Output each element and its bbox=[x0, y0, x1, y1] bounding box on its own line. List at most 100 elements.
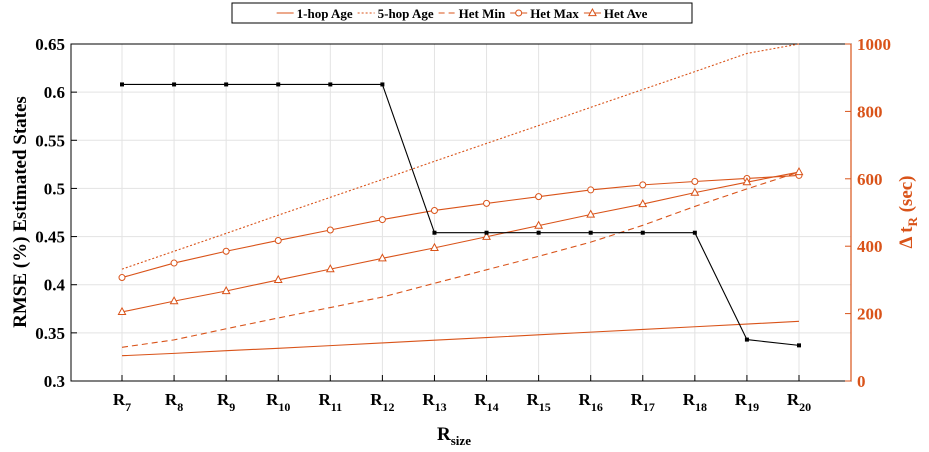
x-tick-label: R8 bbox=[165, 390, 183, 414]
x-tick-label-sub: 14 bbox=[487, 400, 499, 414]
x-tick-label-sub: 17 bbox=[643, 400, 655, 414]
data-point-het-ave bbox=[638, 199, 648, 208]
x-tick-label: R18 bbox=[683, 390, 707, 414]
y-axis-left-label: RMSE (%) Estimated States bbox=[10, 96, 31, 328]
x-tick-label: R16 bbox=[579, 390, 603, 414]
data-point-het-max bbox=[691, 177, 699, 185]
x-tick-label: R12 bbox=[370, 390, 394, 414]
x-tick-label-main: R bbox=[787, 390, 800, 409]
data-point-het-ave bbox=[690, 187, 700, 196]
data-point-het-max bbox=[587, 186, 595, 194]
data-point-het-ave bbox=[482, 231, 491, 240]
y-left-tick-label: 0.35 bbox=[35, 324, 65, 343]
series-line-rmse bbox=[122, 83, 800, 346]
x-tick-label-sub: 15 bbox=[539, 400, 551, 414]
y-right-tick-label: 1000 bbox=[857, 35, 891, 54]
x-tick-label: R9 bbox=[217, 390, 235, 414]
series-layer bbox=[117, 43, 804, 357]
x-tick-label: R7 bbox=[113, 390, 131, 414]
data-point-rmse bbox=[640, 230, 645, 235]
x-axis-label-sub: size bbox=[451, 433, 471, 448]
x-tick-label-main: R bbox=[266, 390, 279, 409]
y-left-tick-label: 0.45 bbox=[35, 228, 65, 247]
data-point-het-max bbox=[483, 199, 491, 207]
data-point-het-max bbox=[222, 247, 230, 255]
series-line-1-hop-age bbox=[121, 320, 800, 357]
x-tick-label-main: R bbox=[526, 390, 539, 409]
data-point-rmse bbox=[692, 230, 697, 235]
data-point-rmse bbox=[224, 82, 229, 87]
data-point-het-ave bbox=[117, 306, 127, 316]
data-point-het-ave bbox=[169, 296, 179, 305]
data-point-rmse bbox=[432, 230, 437, 235]
data-point-rmse bbox=[744, 337, 749, 342]
data-point-rmse bbox=[380, 82, 385, 87]
data-point-het-max bbox=[170, 259, 178, 267]
x-tick-label: R19 bbox=[735, 390, 759, 414]
y-left-tick-label: 0.6 bbox=[44, 83, 65, 102]
y-axis-right-label-sub: R bbox=[905, 217, 920, 227]
y-left-tick-label: 0.4 bbox=[44, 276, 66, 295]
x-tick-label-main: R bbox=[113, 390, 126, 409]
data-point-het-max bbox=[118, 274, 126, 282]
x-tick-label-main: R bbox=[683, 390, 696, 409]
y-left-tick-label: 0.55 bbox=[35, 131, 65, 150]
data-point-het-ave bbox=[221, 285, 231, 295]
data-point-het-ave bbox=[273, 274, 283, 283]
x-tick-label-main: R bbox=[631, 390, 644, 409]
x-tick-label-sub: 9 bbox=[229, 400, 235, 414]
y-axis-right-label-tail: (sec) bbox=[896, 175, 917, 217]
x-tick-label-sub: 16 bbox=[591, 400, 603, 414]
x-tick-label-main: R bbox=[474, 390, 487, 409]
x-tick-label: R13 bbox=[422, 390, 446, 414]
x-axis-label-main: R bbox=[437, 424, 451, 445]
y-right-tick-label: 600 bbox=[857, 170, 883, 189]
x-tick-label: R10 bbox=[266, 390, 290, 414]
data-point-het-ave bbox=[325, 264, 335, 273]
data-point-het-ave bbox=[430, 242, 439, 251]
series-line-5-hop-age bbox=[121, 43, 800, 270]
data-point-het-ave bbox=[534, 220, 544, 229]
x-tick-label-sub: 20 bbox=[799, 400, 811, 414]
x-tick-label-sub: 18 bbox=[695, 400, 707, 414]
data-point-rmse bbox=[484, 230, 489, 235]
data-point-rmse bbox=[588, 230, 593, 235]
legend-marker-het-ave bbox=[587, 7, 597, 17]
series-line-het-min bbox=[121, 171, 800, 348]
x-tick-label-sub: 7 bbox=[125, 400, 131, 414]
x-tick-label-main: R bbox=[318, 390, 331, 409]
x-tick-label: R17 bbox=[631, 390, 655, 414]
y-axis-right-label-main: Δ t bbox=[896, 226, 917, 249]
y-right-tick-label: 0 bbox=[857, 372, 866, 391]
x-tick-label-main: R bbox=[579, 390, 592, 409]
x-tick-label-main: R bbox=[370, 390, 383, 409]
legend-box bbox=[231, 2, 693, 24]
x-tick-label: R14 bbox=[474, 390, 498, 414]
data-point-het-max bbox=[326, 226, 334, 234]
y-left-tick-label: 0.5 bbox=[44, 179, 65, 198]
x-axis: R7 R8 R9 R10 R11 R12 R13 R14 R15 R16 R17 R18 R19 R20 bbox=[113, 375, 811, 414]
data-point-rmse bbox=[328, 82, 333, 87]
x-tick-label-main: R bbox=[422, 390, 435, 409]
legend-marker-het-max bbox=[515, 9, 523, 17]
y-right-tick-label: 200 bbox=[857, 305, 883, 324]
y-left-tick-label: 0.3 bbox=[44, 372, 65, 391]
legend-label-5-hop-age: 5-hop Age bbox=[378, 6, 434, 21]
legend: 1-hop Age 5-hop Age Het Min Het Max Het Ave bbox=[231, 2, 693, 24]
data-point-het-ave bbox=[377, 253, 387, 262]
right-axis: 0 200 400 600 800 1000 bbox=[845, 35, 891, 391]
data-point-rmse bbox=[536, 230, 541, 235]
x-tick-label-main: R bbox=[735, 390, 748, 409]
y-right-tick-label: 400 bbox=[857, 237, 883, 256]
y-right-tick-label: 800 bbox=[857, 102, 883, 121]
x-tick-label-sub: 10 bbox=[278, 400, 290, 414]
x-tick-label-sub: 12 bbox=[383, 400, 395, 414]
x-tick-label: R20 bbox=[787, 390, 811, 414]
data-point-het-max bbox=[378, 216, 386, 224]
series-line-het-max bbox=[121, 174, 800, 279]
data-point-rmse bbox=[797, 343, 802, 348]
data-point-het-ave bbox=[794, 167, 804, 176]
data-point-het-max bbox=[639, 181, 647, 189]
x-tick-label-main: R bbox=[165, 390, 178, 409]
